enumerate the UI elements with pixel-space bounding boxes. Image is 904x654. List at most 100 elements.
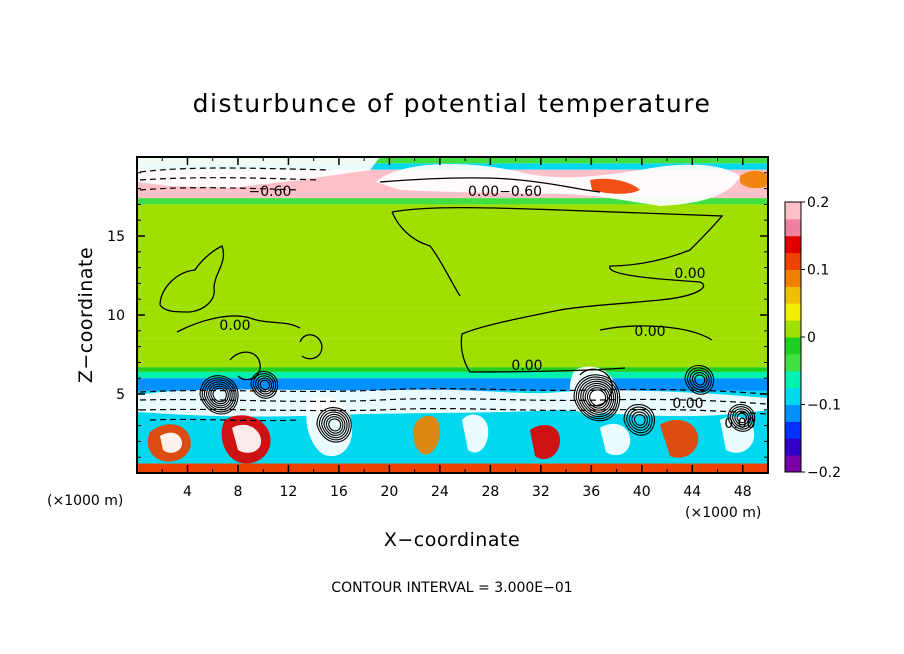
contour-solid-2 (391, 211, 461, 297)
contour-swirl-0-6 (199, 375, 239, 415)
colorbar-tick-label-4: −0.2 (807, 465, 841, 481)
field-feature-9 (412, 415, 440, 455)
contour-dashed-6 (149, 418, 301, 422)
contour-label-6: 0.00 (672, 396, 703, 412)
contour-swirl-1-3 (252, 373, 277, 397)
contour-swirl-3-5 (577, 378, 617, 417)
contour-swirl-0-5 (201, 377, 237, 413)
field-band-6 (137, 307, 768, 339)
contour-swirl-2-4 (318, 409, 350, 441)
contour-solid-1 (391, 206, 724, 373)
y-axis-ticks: 5 10 15 (107, 172, 768, 458)
colorbar-cell-7 (785, 337, 801, 355)
contour-swirl-3-0 (589, 389, 607, 407)
colorbar-cell-14 (785, 218, 801, 237)
field-band-7 (137, 204, 768, 308)
field-feature-13 (660, 419, 699, 458)
field-feature-6 (160, 432, 183, 453)
contour-swirl-3-6 (575, 376, 619, 420)
colorbar-cell-15 (785, 202, 801, 220)
contour-swirl-3-1 (586, 387, 609, 409)
contour-swirl-4-1 (631, 411, 648, 429)
contour-swirl-3-7 (573, 374, 621, 422)
contour-dashed-4 (139, 397, 767, 405)
contour-swirl-0-2 (208, 383, 231, 407)
field-feature-2 (590, 178, 640, 194)
x-tick-label-10: 44 (683, 484, 701, 500)
contour-label-3: 0.00 (634, 324, 665, 340)
contour-swirl-1-1 (257, 377, 273, 393)
field-feature-14 (720, 416, 755, 453)
plot-area: −0.60 0.00−0.60 0.00 0.00 0.00 0.00 0.00 0.00 4… (107, 156, 769, 500)
field-band-3 (137, 371, 768, 379)
contour-dashed-5 (139, 407, 767, 415)
x-unit-left: (×1000 m) (47, 493, 123, 509)
contour-swirl-0-1 (210, 385, 229, 405)
contour-swirl-5-0 (694, 374, 706, 386)
contour-label-5: 0.00 (674, 266, 705, 282)
colorbar-tick-label-0: 0.2 (807, 195, 829, 211)
field-band-4 (137, 367, 768, 372)
field-band-11 (137, 157, 768, 164)
x-tick-label-3: 16 (330, 484, 348, 500)
y-tick-label-2: 15 (107, 229, 125, 245)
field-feature-12 (600, 423, 631, 456)
contour-swirl-4-2 (628, 409, 651, 431)
x-unit-right: (×1000 m) (685, 505, 761, 521)
x-tick-label-6: 28 (481, 484, 499, 500)
colorbar-cell-2 (785, 421, 801, 439)
contour-dashed-0 (139, 167, 331, 173)
contour-swirl-6-1 (734, 410, 750, 426)
contour-swirl-5-3 (686, 367, 712, 393)
contour-dashed-3 (139, 387, 767, 395)
colorbar-cell-9 (785, 303, 801, 321)
colorbar-cell-1 (785, 438, 801, 456)
contour-swirl-6-2 (732, 408, 752, 428)
colorbar-tick-label-1: 0.1 (807, 263, 829, 279)
colorbar-cell-10 (785, 286, 801, 304)
x-tick-label-9: 40 (633, 484, 651, 500)
field-band-0 (137, 463, 768, 473)
colorbar-tick-label-2: 0 (807, 330, 816, 346)
contour-swirl-0-0 (212, 387, 227, 403)
y-tick-label-0: 5 (116, 387, 125, 403)
contour-label-7: 0.00 (724, 416, 755, 432)
contour-solid-7 (599, 325, 713, 341)
field-feature-8 (232, 424, 262, 453)
contour-label-2: 0.00 (219, 318, 250, 334)
contour-swirl-2-2 (323, 413, 346, 436)
contour-label-4: 0.00 (511, 358, 542, 374)
colorbar-cell-12 (785, 252, 801, 270)
contour-swirl-5-1 (691, 372, 708, 388)
contour-swirl-4-4 (623, 404, 655, 436)
contour-swirl-6-0 (736, 412, 747, 424)
contour-swirl-2-1 (325, 416, 344, 434)
contour-interval-note: CONTOUR INTERVAL = 3.000E−01 (331, 580, 572, 596)
colorbar-cell-4 (785, 387, 801, 405)
contour-swirl-2-3 (321, 411, 348, 439)
contour-swirl-1-0 (259, 379, 270, 391)
contour-solid-8 (579, 368, 613, 407)
contour-swirl-2-5 (316, 407, 352, 443)
contour-label-1: 0.00−0.60 (468, 184, 542, 200)
contour-swirl-0-3 (205, 381, 233, 409)
contour-swirl-3-2 (584, 385, 611, 411)
field-feature-3 (740, 170, 768, 189)
contour-lines (139, 167, 767, 443)
contour-swirl-1-2 (255, 375, 275, 395)
contour-solid-4 (299, 334, 323, 360)
x-tick-label-4: 20 (380, 484, 398, 500)
contour-swirl-2-0 (328, 418, 342, 432)
x-tick-label-2: 12 (280, 484, 298, 500)
field-feature-11 (530, 425, 560, 460)
contour-swirl-0-4 (203, 379, 235, 411)
contour-swirl-3-3 (582, 382, 613, 413)
chart-title: disturbunce of potential temperature (193, 89, 712, 118)
contour-solid-3 (176, 315, 301, 333)
contour-solid-5 (229, 351, 261, 381)
contour-solid-6 (379, 177, 601, 193)
field-band-8 (137, 198, 768, 205)
contour-swirl-4-3 (626, 406, 653, 434)
colorbar: 0.2 0.1 0 −0.1 −0.2 (784, 195, 841, 481)
